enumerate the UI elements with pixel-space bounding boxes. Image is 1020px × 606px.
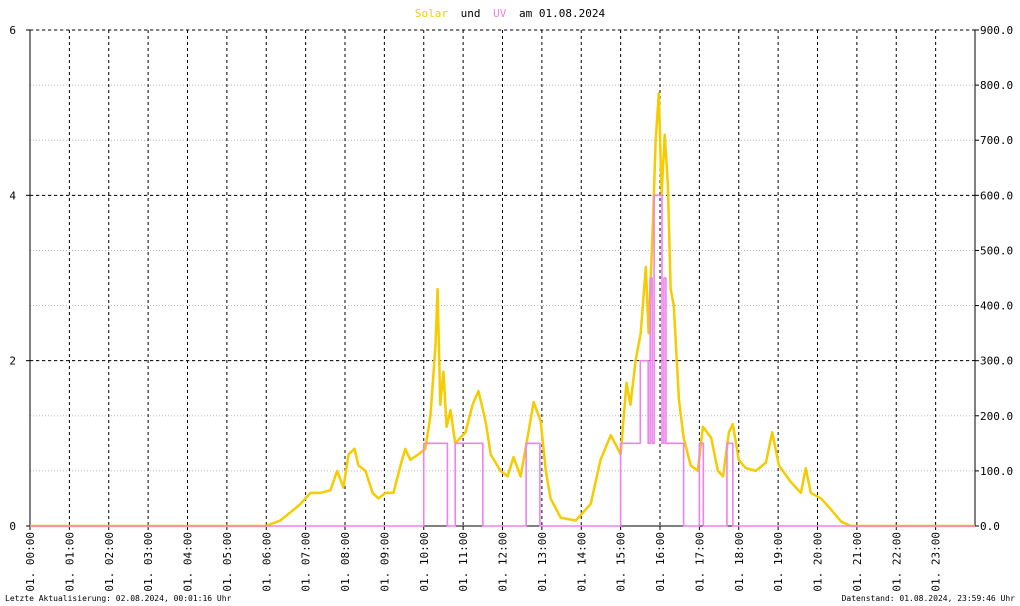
y2-tick-label: 800.0 — [980, 79, 1013, 92]
y-tick-label: 4 — [9, 189, 16, 202]
x-tick-label: 01. 13:00 — [536, 532, 549, 592]
y-tick-label: 6 — [9, 24, 16, 37]
x-tick-label: 01. 17:00 — [693, 532, 706, 592]
x-tick-label: 01. 05:00 — [221, 532, 234, 592]
y2-tick-label: 200.0 — [980, 410, 1013, 423]
y2-tick-label: 300.0 — [980, 355, 1013, 368]
x-tick-label: 01. 18:00 — [733, 532, 746, 592]
y2-tick-label: 900.0 — [980, 24, 1013, 37]
title-connector: und — [461, 7, 481, 20]
x-tick-label: 01. 03:00 — [142, 532, 155, 592]
y-tick-label: 0 — [9, 520, 16, 533]
x-tick-label: 01. 04:00 — [182, 532, 195, 592]
x-tick-label: 01. 07:00 — [300, 532, 313, 592]
chart-title: Solar und UV am 01.08.2024 — [415, 7, 606, 20]
series-line — [30, 194, 975, 527]
y2-tick-label: 0.0 — [980, 520, 1000, 533]
x-tick-label: 01. 08:00 — [339, 532, 352, 592]
y2-tick-label: 700.0 — [980, 134, 1013, 147]
y2-tick-label: 500.0 — [980, 244, 1013, 257]
x-tick-label: 01. 22:00 — [890, 532, 903, 592]
x-tick-label: 01. 11:00 — [457, 532, 470, 592]
x-tick-label: 01. 23:00 — [930, 532, 943, 592]
title-suffix: am 01.08.2024 — [519, 7, 605, 20]
x-tick-label: 01. 19:00 — [772, 532, 785, 592]
title-uv: UV — [493, 7, 507, 20]
x-tick-label: 01. 01:00 — [63, 532, 76, 592]
x-tick-label: 01. 00:00 — [24, 532, 37, 592]
x-tick-label: 01. 16:00 — [654, 532, 667, 592]
y-tick-label: 2 — [9, 355, 16, 368]
footer-left: Letzte Aktualisierung: 02.08.2024, 00:01… — [5, 594, 232, 603]
x-tick-label: 01. 02:00 — [103, 532, 116, 592]
x-tick-label: 01. 12:00 — [497, 532, 510, 592]
x-tick-label: 01. 06:00 — [260, 532, 273, 592]
y2-tick-label: 600.0 — [980, 189, 1013, 202]
x-tick-label: 01. 14:00 — [575, 532, 588, 592]
title-solar: Solar — [415, 7, 448, 20]
y2-tick-label: 100.0 — [980, 465, 1013, 478]
footer-right: Datenstand: 01.08.2024, 23:59:46 Uhr — [842, 594, 1016, 603]
x-tick-label: 01. 15:00 — [615, 532, 628, 592]
x-tick-label: 01. 20:00 — [812, 532, 825, 592]
y2-tick-label: 400.0 — [980, 300, 1013, 313]
x-tick-label: 01. 21:00 — [851, 532, 864, 592]
series-line — [30, 92, 975, 528]
x-tick-label: 01. 10:00 — [418, 532, 431, 592]
x-tick-label: 01. 09:00 — [378, 532, 391, 592]
